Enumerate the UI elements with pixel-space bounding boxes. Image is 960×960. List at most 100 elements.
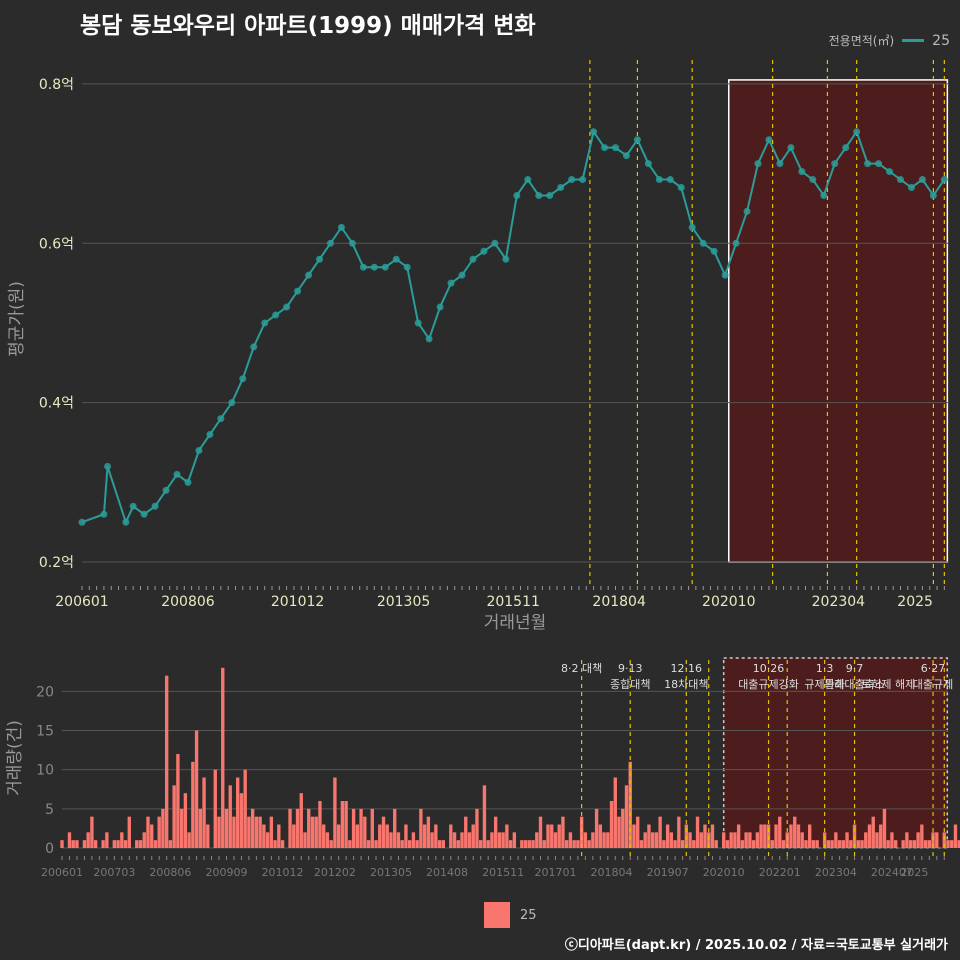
volume-bar <box>927 840 931 848</box>
volume-bar <box>822 832 827 848</box>
volume-bar <box>239 793 244 848</box>
volume-bar <box>407 840 412 848</box>
volume-bar <box>187 832 191 848</box>
price-point <box>151 502 159 510</box>
volume-bar <box>527 840 531 848</box>
price-point <box>677 184 685 192</box>
volume-bar <box>875 832 879 848</box>
volume-bar <box>164 675 169 848</box>
price-point <box>787 144 795 152</box>
volume-bar <box>722 832 726 848</box>
price-point <box>392 255 400 263</box>
volume-bar <box>206 824 210 848</box>
volume-bar <box>864 832 868 848</box>
volume-bar <box>168 840 173 848</box>
volume-bar <box>232 816 236 848</box>
price-point <box>370 263 378 271</box>
volume-bar <box>135 840 139 848</box>
volume-bar <box>935 832 939 848</box>
x-tick-label: 201701 <box>534 866 576 879</box>
price-point <box>359 263 367 271</box>
volume-bar <box>482 785 487 848</box>
volume-bar <box>856 840 860 848</box>
volume-bar <box>613 777 617 848</box>
y-tick-label: 0 <box>45 841 54 857</box>
volume-bar <box>105 832 109 848</box>
price-point <box>907 184 915 192</box>
volume-bar <box>867 824 872 848</box>
volume-bar <box>751 840 756 848</box>
volume-bar <box>400 840 404 848</box>
volume-bar <box>90 816 94 848</box>
legend-line-swatch <box>902 39 925 42</box>
volume-bar <box>493 816 498 848</box>
policy-annotation: 8·2 대책 <box>561 662 602 675</box>
volume-bar <box>333 777 337 848</box>
price-point <box>929 191 937 199</box>
policy-annotation: 9·13 <box>618 662 643 675</box>
volume-bar <box>677 816 681 848</box>
price-point <box>754 160 762 168</box>
volume-bar <box>617 816 621 848</box>
volume-bar <box>800 832 804 848</box>
volume-bar <box>505 824 509 848</box>
price-point <box>688 223 696 231</box>
volume-bar <box>546 824 550 848</box>
price-point <box>469 255 477 263</box>
volume-bar <box>882 808 887 848</box>
volume-bar <box>755 832 760 848</box>
volume-bar <box>860 840 864 848</box>
x-tick-label: 200601 <box>41 866 83 879</box>
x-tick-label: 201804 <box>592 594 646 610</box>
volume-bar <box>807 824 812 848</box>
price-point <box>217 415 225 423</box>
x-tick-label: 200806 <box>161 594 215 610</box>
price-point <box>261 319 269 327</box>
volume-bar <box>449 824 453 848</box>
price-point <box>579 176 587 184</box>
volume-bar <box>763 824 767 848</box>
volume-bar <box>707 832 711 848</box>
volume-bar <box>710 824 715 848</box>
volume-bar <box>703 824 707 848</box>
volume-bar <box>93 840 98 848</box>
volume-bar <box>931 832 935 848</box>
price-point <box>447 279 455 287</box>
volume-bar <box>804 840 808 848</box>
volume-bar <box>669 832 674 848</box>
price-point <box>590 128 598 136</box>
policy-annotation: 규제완화 <box>804 678 844 691</box>
price-point <box>601 144 609 152</box>
x-axis-title: 거래년월 <box>484 613 547 633</box>
volume-bar <box>841 840 846 848</box>
volume-bar <box>830 840 834 848</box>
volume-bar <box>658 816 662 848</box>
volume-bar <box>123 840 128 848</box>
volume-bar <box>561 816 565 848</box>
volume-bar <box>273 840 277 848</box>
legend-title: 전용면적(㎡) <box>828 34 895 48</box>
price-point <box>655 176 663 184</box>
price-point <box>743 207 751 215</box>
x-tick-label: 202304 <box>815 866 857 879</box>
volume-bar <box>262 824 266 848</box>
volume-bar <box>531 840 535 848</box>
volume-bar <box>624 785 629 848</box>
price-point <box>699 239 707 247</box>
price-point <box>809 176 817 184</box>
volume-bar <box>542 840 546 848</box>
volume-bar <box>920 824 924 848</box>
volume-bar <box>621 808 625 848</box>
volume-bar <box>815 840 819 848</box>
volume-bar <box>344 801 348 848</box>
volume-bar <box>314 816 318 848</box>
volume-bar <box>348 840 352 848</box>
volume-bar <box>893 840 898 848</box>
volume-bar <box>598 824 603 848</box>
volume-bar <box>879 824 883 848</box>
volume-bar <box>680 840 685 848</box>
y-tick-label: 0.4억 <box>39 396 74 412</box>
volume-bar <box>654 832 659 848</box>
volume-bar <box>740 840 745 848</box>
volume-bar <box>565 840 569 848</box>
